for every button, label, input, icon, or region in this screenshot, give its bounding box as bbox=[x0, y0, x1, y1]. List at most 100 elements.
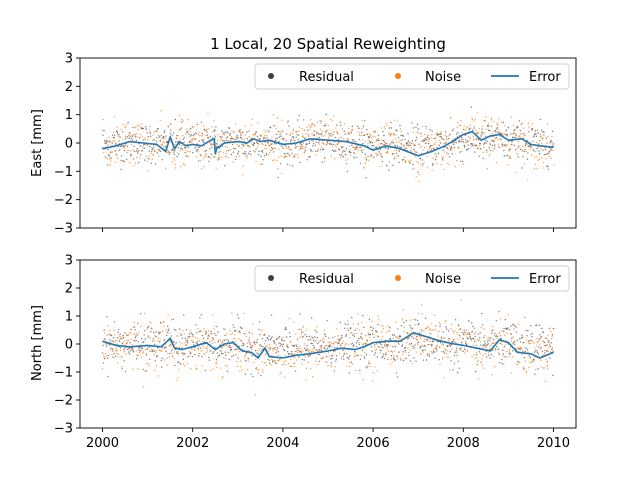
residual-point bbox=[317, 342, 319, 345]
noise-point bbox=[330, 118, 332, 121]
noise-point bbox=[179, 138, 181, 140]
residual-point bbox=[450, 147, 452, 149]
noise-point bbox=[388, 161, 391, 163]
residual-point bbox=[472, 145, 474, 147]
noise-point bbox=[409, 349, 411, 352]
noise-point bbox=[112, 341, 115, 343]
noise-point bbox=[285, 364, 287, 366]
noise-point bbox=[374, 349, 377, 352]
residual-point bbox=[124, 332, 126, 334]
noise-point bbox=[219, 349, 221, 351]
noise-point bbox=[509, 348, 511, 351]
residual-point bbox=[465, 342, 467, 344]
noise-point bbox=[525, 370, 527, 372]
noise-point bbox=[268, 359, 271, 362]
noise-point bbox=[346, 132, 349, 134]
east-legend-residual: Residual bbox=[299, 70, 354, 85]
noise-point bbox=[329, 135, 331, 137]
noise-point bbox=[149, 337, 151, 339]
residual-point bbox=[361, 349, 364, 351]
residual-point bbox=[551, 334, 554, 336]
noise-point bbox=[343, 349, 345, 351]
residual-point bbox=[524, 148, 526, 151]
noise-point bbox=[116, 362, 119, 364]
north-legend-residual-marker bbox=[268, 275, 274, 281]
noise-point bbox=[400, 130, 402, 133]
noise-point bbox=[379, 349, 381, 351]
residual-point bbox=[359, 146, 361, 149]
residual-point bbox=[148, 325, 150, 328]
noise-point bbox=[116, 153, 118, 155]
noise-point bbox=[355, 370, 357, 372]
residual-point bbox=[288, 332, 291, 334]
residual-point bbox=[260, 345, 263, 347]
residual-point bbox=[332, 134, 334, 136]
noise-point bbox=[443, 377, 446, 379]
residual-point bbox=[392, 357, 395, 359]
noise-point bbox=[357, 150, 359, 152]
residual-point bbox=[154, 360, 156, 362]
noise-point bbox=[551, 335, 553, 337]
noise-point bbox=[403, 326, 405, 329]
noise-point bbox=[126, 151, 128, 154]
noise-point bbox=[259, 347, 261, 350]
residual-point bbox=[168, 328, 170, 330]
residual-point bbox=[405, 143, 408, 145]
noise-point bbox=[530, 129, 533, 131]
residual-point bbox=[132, 126, 134, 129]
residual-point bbox=[177, 352, 179, 355]
residual-point bbox=[170, 335, 172, 337]
noise-point bbox=[453, 147, 455, 149]
noise-point bbox=[442, 344, 445, 346]
noise-point bbox=[553, 164, 555, 166]
noise-point bbox=[221, 346, 224, 349]
residual-point bbox=[310, 148, 312, 151]
noise-point bbox=[521, 145, 524, 147]
residual-point bbox=[241, 144, 243, 146]
residual-point bbox=[298, 134, 300, 136]
noise-point bbox=[458, 348, 461, 350]
noise-point bbox=[405, 141, 408, 144]
noise-point bbox=[359, 134, 361, 136]
chart-title: 1 Local, 20 Spatial Reweighting bbox=[210, 35, 446, 53]
residual-point bbox=[488, 354, 490, 356]
residual-point bbox=[233, 330, 236, 332]
noise-point bbox=[448, 135, 450, 137]
noise-point bbox=[122, 341, 124, 343]
noise-point bbox=[448, 356, 450, 358]
residual-point bbox=[434, 153, 436, 155]
noise-point bbox=[239, 360, 242, 362]
residual-point bbox=[545, 153, 547, 155]
noise-point bbox=[293, 156, 295, 158]
noise-point bbox=[192, 340, 194, 342]
residual-point bbox=[435, 156, 437, 158]
residual-point bbox=[410, 142, 413, 144]
residual-point bbox=[272, 151, 275, 153]
noise-point bbox=[462, 350, 464, 352]
noise-point bbox=[385, 124, 387, 126]
noise-point bbox=[519, 147, 521, 149]
residual-point bbox=[319, 340, 321, 342]
noise-point bbox=[288, 153, 290, 155]
noise-point bbox=[195, 365, 197, 367]
residual-point bbox=[233, 326, 235, 329]
residual-point bbox=[110, 157, 112, 159]
residual-point bbox=[202, 337, 205, 340]
noise-point bbox=[505, 356, 507, 358]
residual-point bbox=[227, 132, 229, 134]
noise-point bbox=[231, 138, 234, 140]
noise-point bbox=[276, 159, 278, 161]
residual-point bbox=[192, 341, 194, 344]
residual-point bbox=[549, 345, 552, 348]
noise-point bbox=[511, 143, 513, 146]
noise-point bbox=[501, 329, 503, 332]
noise-point bbox=[290, 132, 292, 134]
residual-point bbox=[172, 148, 174, 150]
noise-point bbox=[365, 141, 367, 143]
residual-point bbox=[362, 315, 364, 317]
residual-point bbox=[430, 343, 432, 346]
residual-point bbox=[508, 140, 510, 143]
noise-point bbox=[172, 151, 174, 154]
residual-point bbox=[404, 138, 406, 141]
noise-point bbox=[545, 359, 547, 361]
